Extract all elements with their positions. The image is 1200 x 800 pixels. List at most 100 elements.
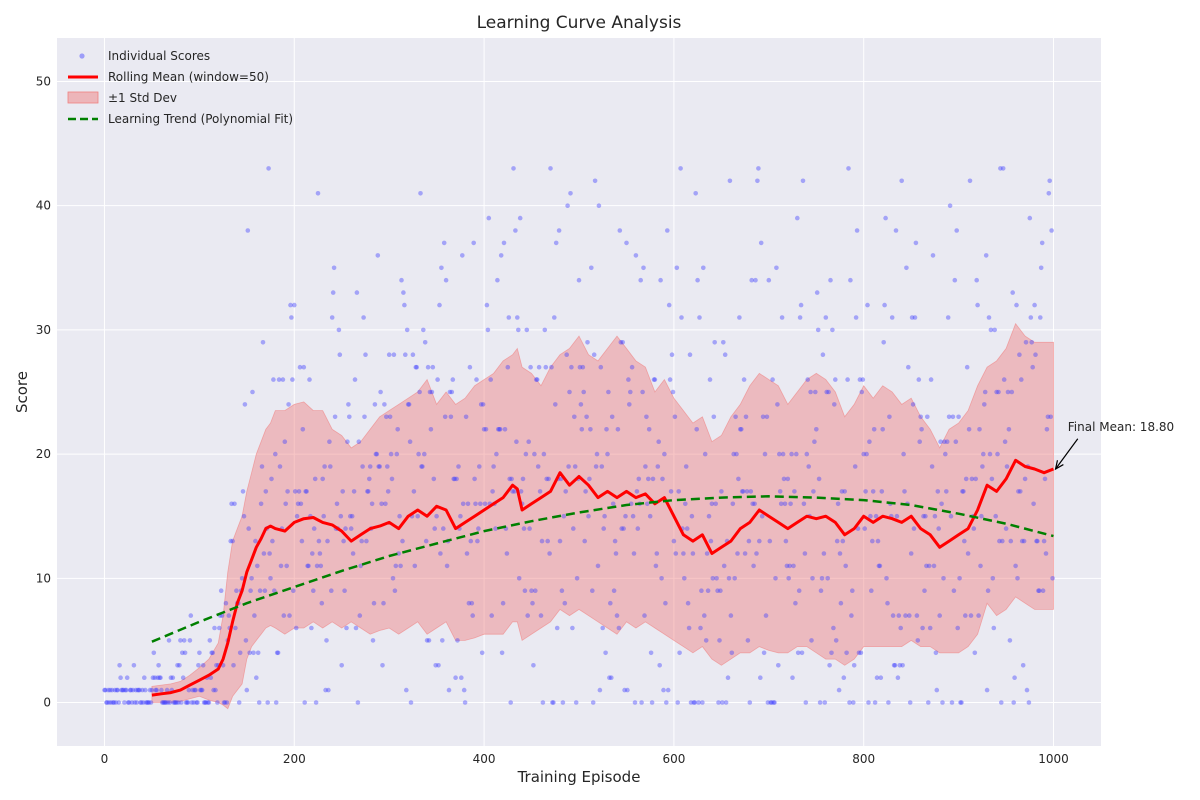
score-point (926, 563, 932, 569)
score-point (276, 377, 282, 382)
y-tick-label: 10 (36, 571, 51, 585)
score-point (884, 576, 889, 581)
score-point (781, 476, 787, 482)
x-tick-label: 1000 (1038, 752, 1069, 766)
score-point (984, 687, 990, 693)
score-point (713, 501, 718, 507)
score-point (582, 538, 587, 544)
score-point (797, 315, 803, 320)
x-tick-label: 400 (473, 752, 496, 766)
score-point (182, 650, 188, 656)
score-point (640, 389, 645, 395)
score-point (423, 538, 429, 544)
score-point (785, 476, 791, 482)
score-point (422, 340, 428, 345)
score-point (933, 650, 939, 656)
score-point (932, 513, 938, 519)
score-point (911, 526, 917, 531)
score-point (943, 451, 948, 457)
score-point (362, 414, 367, 420)
score-point (1022, 476, 1028, 482)
score-point (507, 476, 512, 482)
score-point (683, 464, 689, 469)
score-point (951, 588, 957, 593)
score-point (1033, 352, 1038, 358)
score-point (443, 277, 449, 283)
score-point (240, 489, 246, 494)
score-point (480, 402, 486, 407)
score-point (417, 389, 422, 395)
score-point (277, 464, 283, 469)
score-point (768, 700, 773, 705)
score-point (237, 650, 243, 656)
score-point (617, 228, 623, 233)
score-point (474, 377, 479, 382)
score-point (999, 700, 1004, 705)
score-point (548, 166, 553, 171)
score-point (980, 464, 985, 469)
score-point (705, 588, 711, 593)
score-point (468, 538, 474, 544)
score-point (508, 700, 513, 705)
score-point (762, 451, 768, 457)
score-point (253, 538, 258, 544)
score-point (477, 464, 482, 469)
score-point (841, 675, 847, 680)
score-point (532, 451, 537, 457)
score-point (917, 439, 922, 445)
score-point (720, 700, 725, 705)
score-point (498, 253, 504, 258)
score-point (422, 451, 427, 457)
score-point (732, 576, 737, 581)
score-point (682, 576, 687, 581)
score-point (316, 538, 322, 544)
score-point (1048, 414, 1053, 420)
score-point (475, 538, 480, 544)
score-point (1015, 576, 1020, 581)
score-point (301, 364, 307, 370)
score-point (1004, 464, 1010, 469)
score-point (622, 687, 627, 693)
score-point (543, 364, 549, 370)
score-point (201, 700, 207, 705)
score-point (1041, 538, 1047, 544)
score-point (765, 700, 771, 705)
score-point (654, 551, 660, 556)
score-point (354, 290, 360, 295)
score-point (538, 613, 544, 618)
score-point (104, 700, 109, 705)
score-point (657, 663, 662, 668)
score-point (408, 700, 414, 705)
score-point (760, 414, 766, 420)
score-point (142, 675, 147, 680)
score-point (748, 489, 754, 494)
score-point (994, 389, 999, 395)
score-point (348, 526, 354, 531)
score-point (521, 526, 527, 531)
score-point (833, 638, 839, 643)
score-point (896, 613, 902, 618)
score-point (1026, 700, 1032, 705)
score-point (824, 389, 829, 395)
score-point (217, 625, 222, 631)
score-point (511, 166, 516, 171)
score-point (908, 551, 914, 556)
score-point (573, 700, 579, 705)
score-point (1038, 265, 1044, 271)
score-point (993, 513, 998, 519)
score-point (161, 700, 166, 705)
score-point (506, 315, 512, 320)
score-point (830, 327, 835, 333)
score-point (878, 675, 884, 680)
score-point (433, 663, 439, 668)
score-point (278, 563, 284, 569)
score-point (846, 166, 851, 171)
score-point (572, 414, 577, 420)
score-point (864, 451, 869, 457)
score-point (853, 315, 859, 320)
score-point (652, 377, 658, 382)
score-point (136, 687, 141, 693)
score-point (916, 377, 922, 382)
score-point (395, 427, 401, 432)
score-point (833, 377, 838, 382)
